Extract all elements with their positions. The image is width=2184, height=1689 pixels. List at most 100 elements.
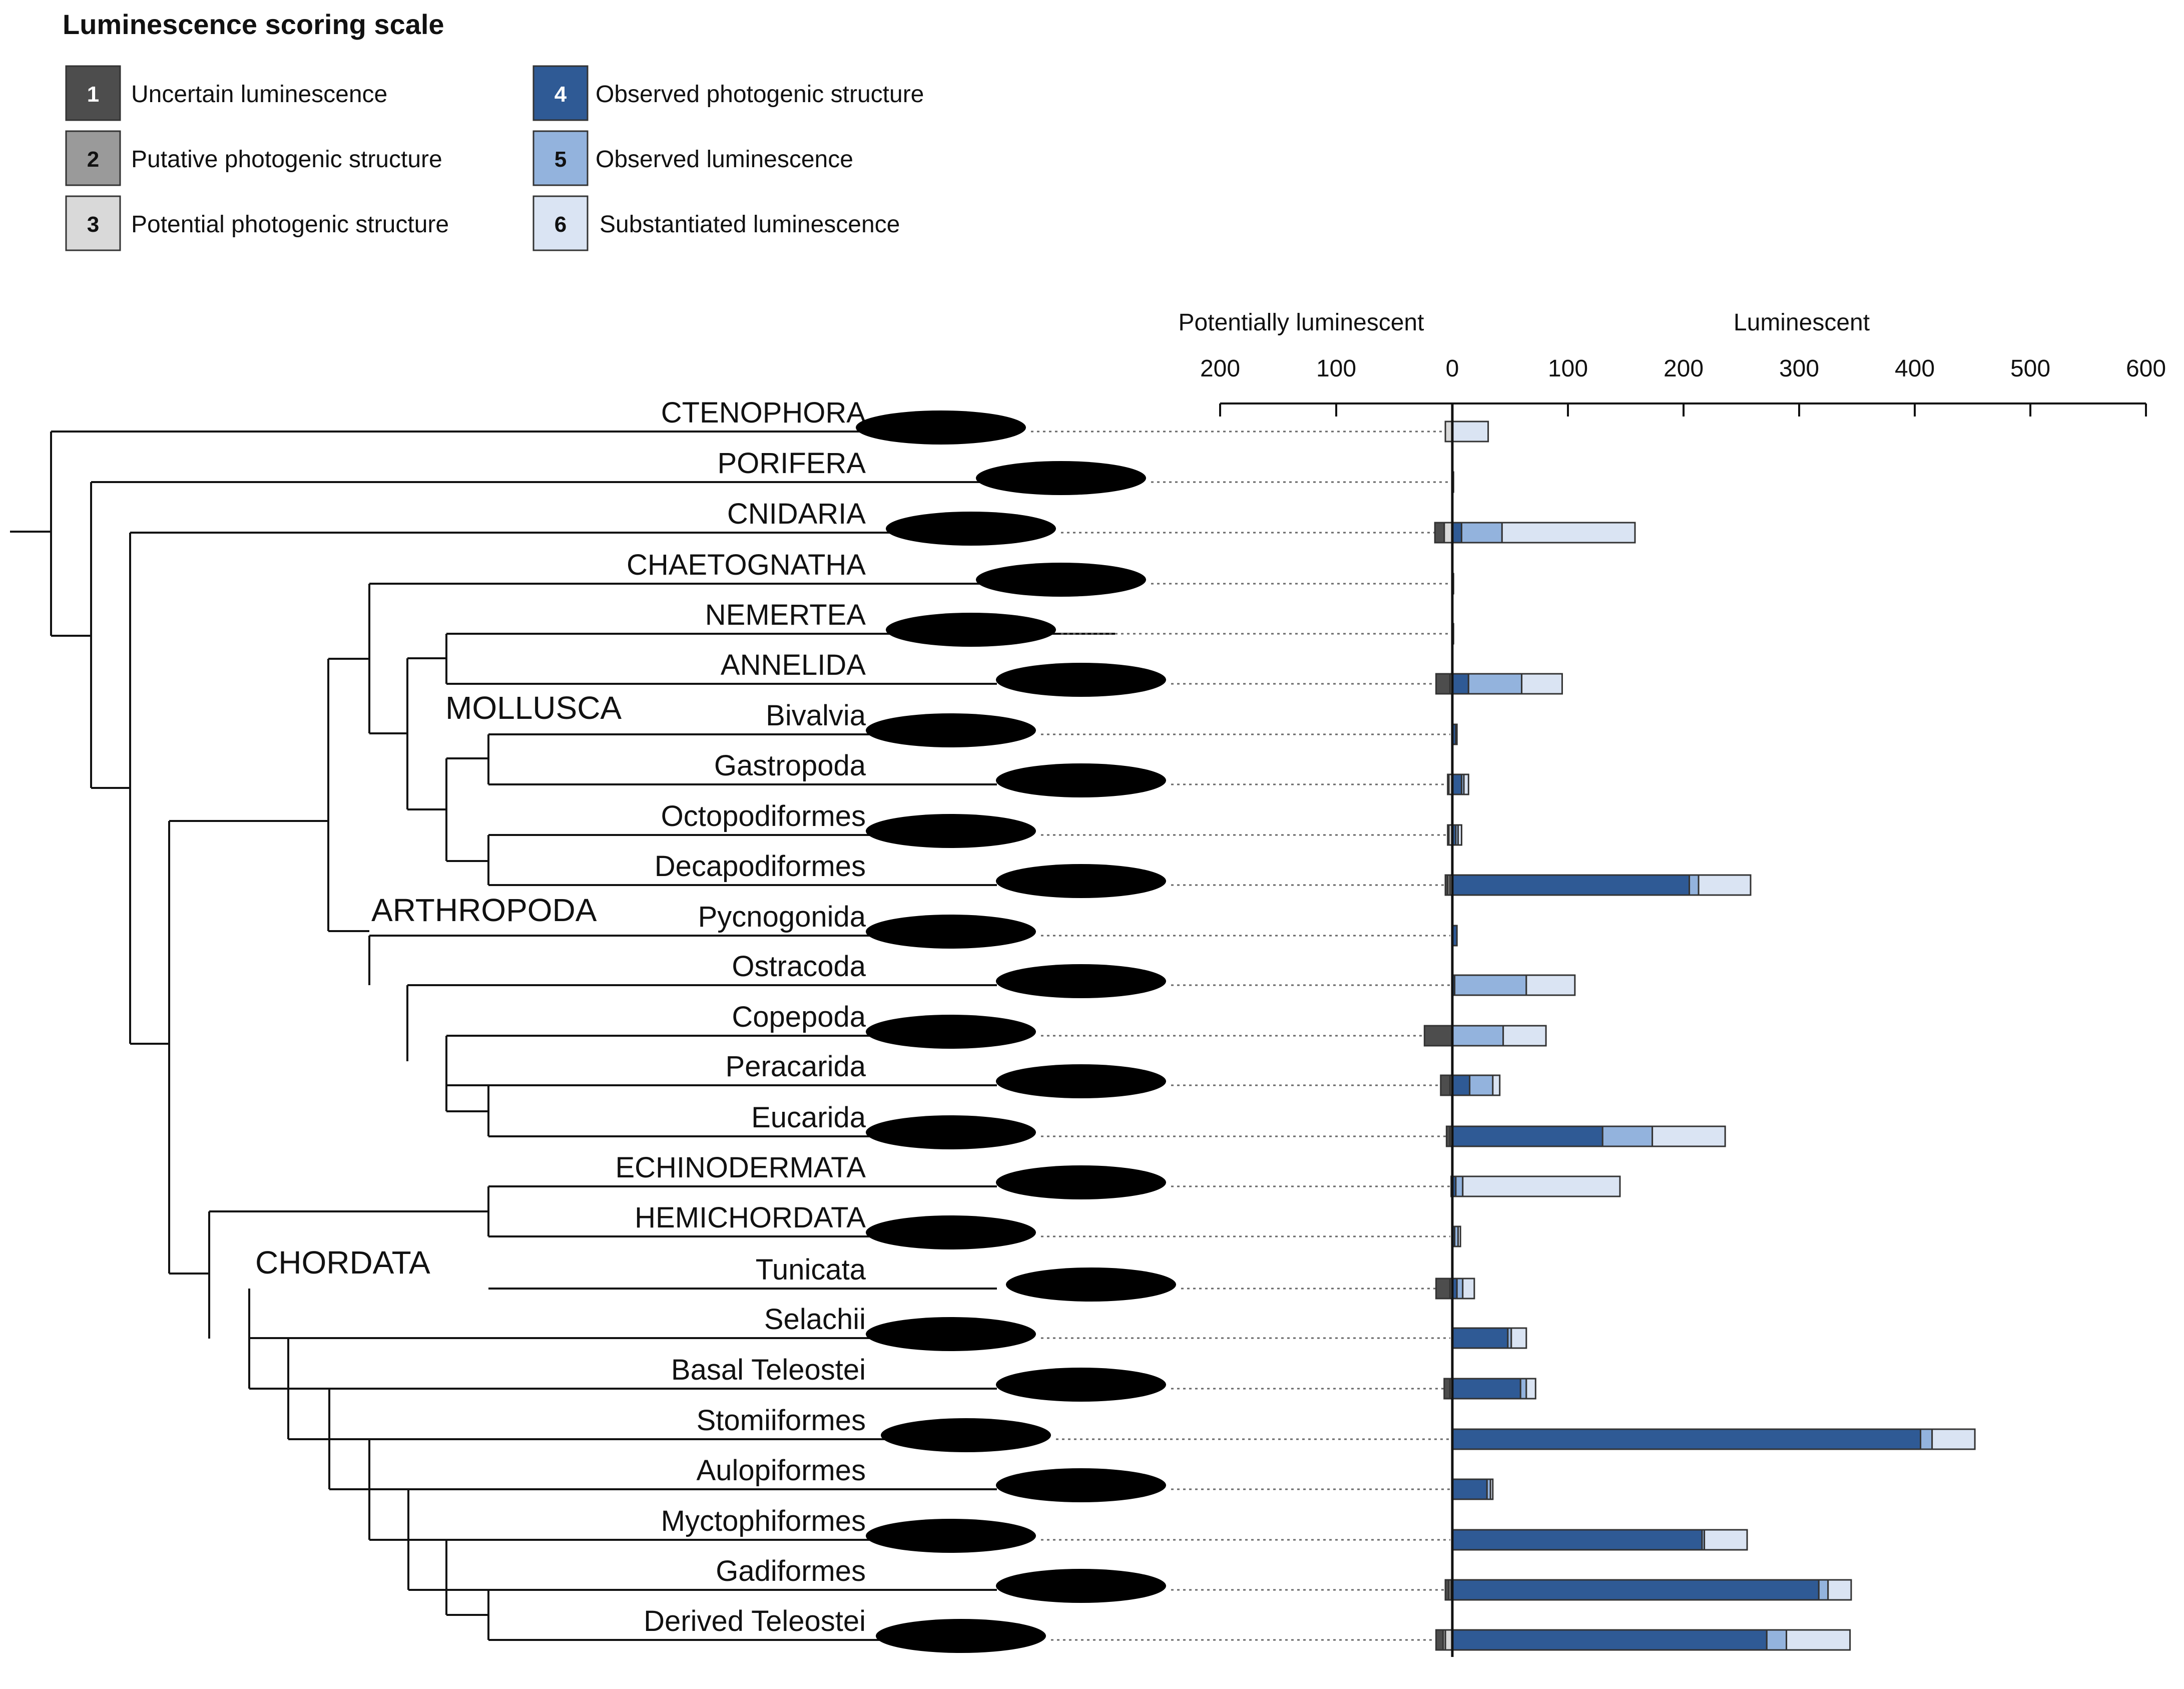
bar-score-6	[1463, 773, 1469, 795]
legend-title: Luminescence scoring scale	[63, 9, 444, 40]
tick-label: 500	[2010, 355, 2050, 382]
bar-score-1	[1445, 1125, 1451, 1147]
legend-swatch-5	[532, 130, 589, 186]
bar-score-5	[1460, 522, 1503, 544]
taxon-label: CTENOPHORA	[661, 396, 866, 429]
organism-silhouette	[996, 1368, 1166, 1402]
organism-silhouette	[876, 1619, 1046, 1653]
taxon-label: Myctophiformes	[661, 1505, 866, 1537]
taxon-label: Basal Teleostei	[671, 1354, 866, 1386]
group-label-mollusca: MOLLUSCA	[445, 690, 622, 726]
bar-score-5	[1469, 1074, 1494, 1096]
bar-score-6	[1827, 1579, 1852, 1601]
taxon-label: Selachii	[764, 1303, 866, 1336]
organism-silhouette	[996, 1064, 1166, 1098]
taxon-label: CHAETOGNATHA	[627, 549, 866, 581]
bar-score-6	[1525, 1378, 1536, 1400]
organism-silhouette	[996, 964, 1166, 998]
organism-silhouette	[996, 1468, 1166, 1502]
organism-silhouette	[856, 410, 1026, 445]
bar-score-4	[1451, 1378, 1521, 1400]
taxon-label: Pycnogonida	[698, 901, 866, 933]
legend-label-5: Observed luminescence	[596, 146, 853, 173]
bar-score-4	[1451, 874, 1691, 896]
organism-silhouette	[886, 512, 1056, 546]
organism-silhouette	[866, 814, 1036, 848]
taxon-row: Octopodiformes	[661, 800, 1462, 848]
legend-num-2: 2	[87, 147, 99, 172]
taxon-row: Eucarida	[751, 1101, 1726, 1149]
bar-score-5	[1519, 1378, 1527, 1400]
taxon-row: ECHINODERMATA	[615, 1151, 1621, 1199]
taxon-label: ANNELIDA	[721, 649, 866, 681]
bar-score-6	[1492, 1074, 1501, 1096]
taxon-row: Ostracoda	[732, 950, 1576, 998]
bar-score-4	[1451, 673, 1469, 695]
taxa-rows: CTENOPHORA PORIFERA CNIDARIA CHAETOGNATHA NE…	[615, 396, 1976, 1657]
axis-title-left: Potentially luminescent	[1179, 309, 1424, 336]
bar-score-5	[1766, 1629, 1788, 1651]
legend: Luminescence scoring scale 1 Uncertain l…	[63, 9, 924, 251]
taxon-label: PORIFERA	[718, 447, 866, 480]
taxon-row: Bivalvia	[766, 699, 1458, 747]
legend-swatch-4	[532, 65, 589, 121]
bar-score-6	[1931, 1428, 1976, 1450]
bar-score-4	[1451, 1428, 1922, 1450]
bar-score-6	[1462, 1175, 1621, 1197]
organism-silhouette	[996, 663, 1166, 697]
bar-score-1	[1435, 1278, 1451, 1300]
tick-label: 600	[2126, 355, 2166, 382]
taxon-label: Bivalvia	[766, 699, 866, 732]
taxon-label: Ostracoda	[732, 950, 866, 983]
legend-num-3: 3	[87, 212, 99, 237]
legend-label-4: Observed photogenic structure	[596, 81, 924, 108]
organism-silhouette	[976, 461, 1146, 495]
taxon-label: NEMERTEA	[705, 599, 866, 631]
organism-silhouette	[886, 613, 1056, 647]
legend-item-3: 3 Potential photogenic structure	[65, 195, 449, 251]
bar-score-6	[1521, 673, 1563, 695]
bar-score-1	[1444, 1579, 1450, 1601]
bar-score-6	[1652, 1125, 1726, 1147]
taxon-row: PORIFERA	[718, 447, 1454, 495]
bar-score-5	[1601, 1125, 1654, 1147]
tick-label: 300	[1779, 355, 1819, 382]
bar-score-6	[1457, 824, 1462, 846]
top-axis: Potentially luminescent Luminescent 200 1…	[1179, 309, 2166, 416]
legend-num-1: 1	[87, 82, 99, 107]
taxon-row: HEMICHORDATA	[635, 1201, 1461, 1249]
legend-label-1: Uncertain luminescence	[131, 81, 387, 108]
legend-label-6: Substantiated luminescence	[600, 211, 900, 238]
bar-score-1	[1435, 673, 1451, 695]
organism-silhouette	[996, 763, 1166, 797]
taxon-label: Aulopiformes	[697, 1454, 866, 1487]
bar-score-4	[1451, 1579, 1820, 1601]
bar-score-2	[1447, 824, 1450, 846]
organism-silhouette	[996, 1165, 1166, 1199]
organism-silhouette	[976, 563, 1146, 597]
organism-silhouette	[866, 1015, 1036, 1049]
taxon-row: Decapodiformes	[655, 850, 1752, 898]
bar-score-5	[1456, 1278, 1464, 1300]
bar-score-6	[1455, 723, 1458, 745]
bar-score-5	[1920, 1428, 1933, 1450]
legend-num-5: 5	[555, 147, 567, 172]
taxon-label: CNIDARIA	[727, 498, 866, 530]
tick-label: 0	[1446, 355, 1459, 382]
legend-item-4: 4 Observed photogenic structure	[532, 65, 924, 121]
axis-ticks: 200 100 0 100 200 300 400 500 600	[1200, 355, 2166, 416]
legend-swatch-1	[65, 65, 121, 121]
taxon-row: CHAETOGNATHA	[627, 549, 1454, 597]
bar-score-5	[1818, 1579, 1829, 1601]
group-label-chordata: CHORDATA	[255, 1244, 430, 1281]
legend-swatch-6	[532, 195, 589, 251]
organism-silhouette	[866, 713, 1036, 747]
organism-silhouette	[866, 1215, 1036, 1249]
organism-silhouette	[1006, 1268, 1176, 1302]
taxon-label: Octopodiformes	[661, 800, 866, 832]
bar-score-4	[1451, 773, 1462, 795]
bar-score-6	[1451, 420, 1489, 443]
organism-silhouette	[881, 1418, 1051, 1452]
legend-item-1: 1 Uncertain luminescence	[65, 65, 387, 121]
bar-score-6	[1489, 1478, 1494, 1500]
